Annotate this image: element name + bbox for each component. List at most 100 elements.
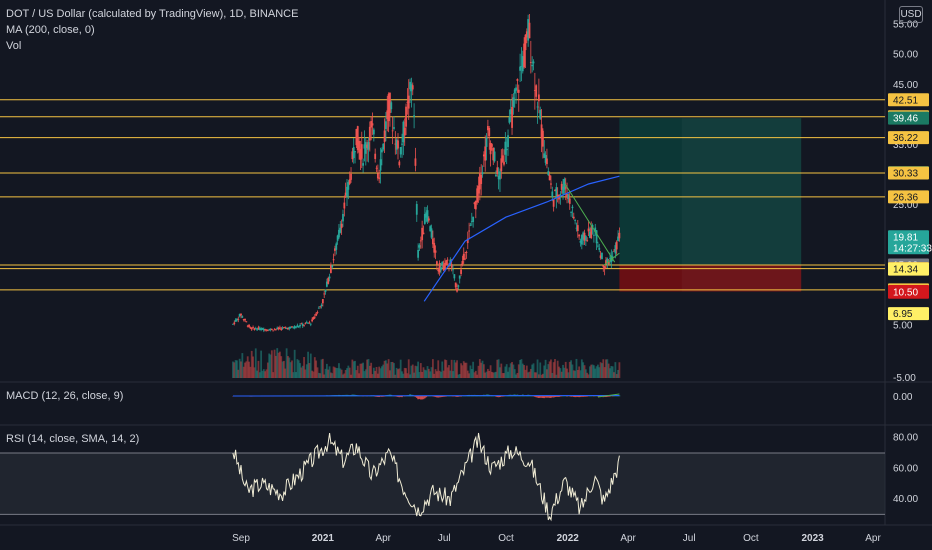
volume-bar bbox=[598, 367, 601, 378]
price-badge bbox=[888, 262, 929, 276]
candle-body bbox=[571, 206, 574, 209]
volume-bar bbox=[387, 359, 390, 378]
candle-body bbox=[580, 235, 583, 245]
macd-histogram-bar bbox=[554, 396, 556, 398]
volume-indicator-label[interactable]: Vol bbox=[6, 40, 22, 52]
volume-bar bbox=[484, 372, 487, 378]
macd-value-label: 0.00 bbox=[893, 392, 913, 403]
volume-bar bbox=[406, 373, 409, 378]
volume-bar bbox=[414, 365, 417, 378]
volume-bar bbox=[269, 354, 272, 378]
volume-bar bbox=[319, 373, 322, 378]
candle-body bbox=[320, 304, 323, 307]
ma-indicator-label[interactable]: MA (200, close, 0) bbox=[6, 24, 95, 36]
macd-histogram-bar bbox=[536, 396, 539, 398]
volume-bar bbox=[570, 360, 572, 378]
volume-bar bbox=[376, 373, 379, 378]
volume-bar bbox=[469, 365, 472, 378]
rsi-indicator-label[interactable]: RSI (14, close, SMA, 14, 2) bbox=[6, 433, 140, 445]
candle-body bbox=[527, 19, 530, 41]
rsi-tick-label: 40.00 bbox=[893, 494, 918, 505]
candle-body bbox=[347, 182, 350, 190]
candle-body bbox=[356, 126, 359, 151]
volume-bar bbox=[249, 366, 252, 378]
candle-body bbox=[395, 139, 398, 150]
volume-bar bbox=[327, 369, 330, 378]
candle-body bbox=[426, 210, 429, 222]
volume-bar bbox=[409, 374, 411, 378]
volume-bar bbox=[436, 371, 438, 378]
candle-body bbox=[599, 255, 602, 258]
candle-body bbox=[238, 314, 241, 317]
volume-bar bbox=[236, 360, 238, 378]
currency-button[interactable]: USD bbox=[899, 6, 923, 23]
candle-body bbox=[319, 306, 322, 308]
volume-bar bbox=[248, 361, 250, 378]
macd-histogram-bar bbox=[583, 396, 586, 397]
symbol-title[interactable]: DOT / US Dollar (calculated by TradingVi… bbox=[6, 8, 299, 20]
candle-body bbox=[343, 202, 346, 209]
candle-body bbox=[308, 321, 311, 323]
volume-bar bbox=[456, 360, 458, 378]
price-badge-label: 39.46 bbox=[893, 114, 918, 125]
macd-histogram-bar bbox=[419, 396, 422, 400]
candle-body bbox=[359, 149, 362, 160]
candle-body bbox=[234, 319, 237, 322]
volume-bar bbox=[441, 361, 444, 378]
macd-indicator-label[interactable]: MACD (12, 26, close, 9) bbox=[6, 390, 124, 402]
volume-bar bbox=[609, 368, 611, 378]
candle-body bbox=[350, 173, 352, 180]
macd-histogram-bar bbox=[495, 396, 497, 397]
candle-body bbox=[363, 144, 366, 149]
candle-body bbox=[486, 126, 489, 131]
candle-body bbox=[433, 243, 436, 253]
candle-body bbox=[244, 318, 246, 321]
volume-bar bbox=[591, 364, 594, 378]
volume-bar bbox=[313, 357, 316, 378]
volume-bar bbox=[272, 372, 275, 378]
volume-bar bbox=[277, 352, 280, 378]
candle-body bbox=[579, 240, 582, 243]
volume-bar bbox=[419, 363, 422, 378]
candle-body bbox=[594, 227, 597, 232]
volume-bar bbox=[274, 355, 277, 378]
candle-body bbox=[615, 241, 618, 250]
candle-body bbox=[548, 174, 551, 181]
macd-histogram-bar bbox=[375, 396, 378, 397]
macd-histogram-bar bbox=[586, 396, 589, 397]
price-badge-label: 26.36 bbox=[893, 192, 918, 203]
volume-bar bbox=[603, 367, 606, 378]
volume-bar bbox=[237, 369, 240, 378]
volume-bar bbox=[330, 372, 332, 378]
candle-body bbox=[272, 330, 275, 332]
candle-body bbox=[531, 64, 534, 67]
candle-body bbox=[536, 106, 539, 108]
macd-histogram-bar bbox=[607, 396, 610, 397]
candle-body bbox=[543, 153, 546, 158]
volume-bar bbox=[566, 368, 568, 378]
volume-bar bbox=[473, 372, 476, 378]
candle-body bbox=[512, 97, 515, 107]
candle-body bbox=[321, 298, 324, 304]
volume-bar bbox=[433, 373, 436, 378]
volume-bar bbox=[300, 367, 303, 378]
volume-bar bbox=[378, 366, 381, 378]
candle-body bbox=[354, 151, 356, 153]
candle-body bbox=[378, 177, 381, 179]
candle-body bbox=[590, 227, 593, 239]
candle-body bbox=[268, 329, 271, 331]
macd-histogram-bar bbox=[537, 396, 540, 398]
volume-bar bbox=[521, 363, 524, 378]
candle-body bbox=[265, 329, 268, 331]
volume-bar bbox=[323, 374, 326, 378]
candle-body bbox=[245, 321, 248, 323]
volume-bar bbox=[517, 364, 520, 378]
volume-bar bbox=[445, 360, 448, 378]
macd-histogram-bar bbox=[382, 396, 385, 397]
volume-bar bbox=[354, 360, 356, 378]
macd-histogram-bar bbox=[417, 396, 420, 400]
volume-bar bbox=[291, 360, 293, 378]
time-axis-label: Oct bbox=[743, 533, 759, 544]
candle-body bbox=[389, 92, 391, 113]
